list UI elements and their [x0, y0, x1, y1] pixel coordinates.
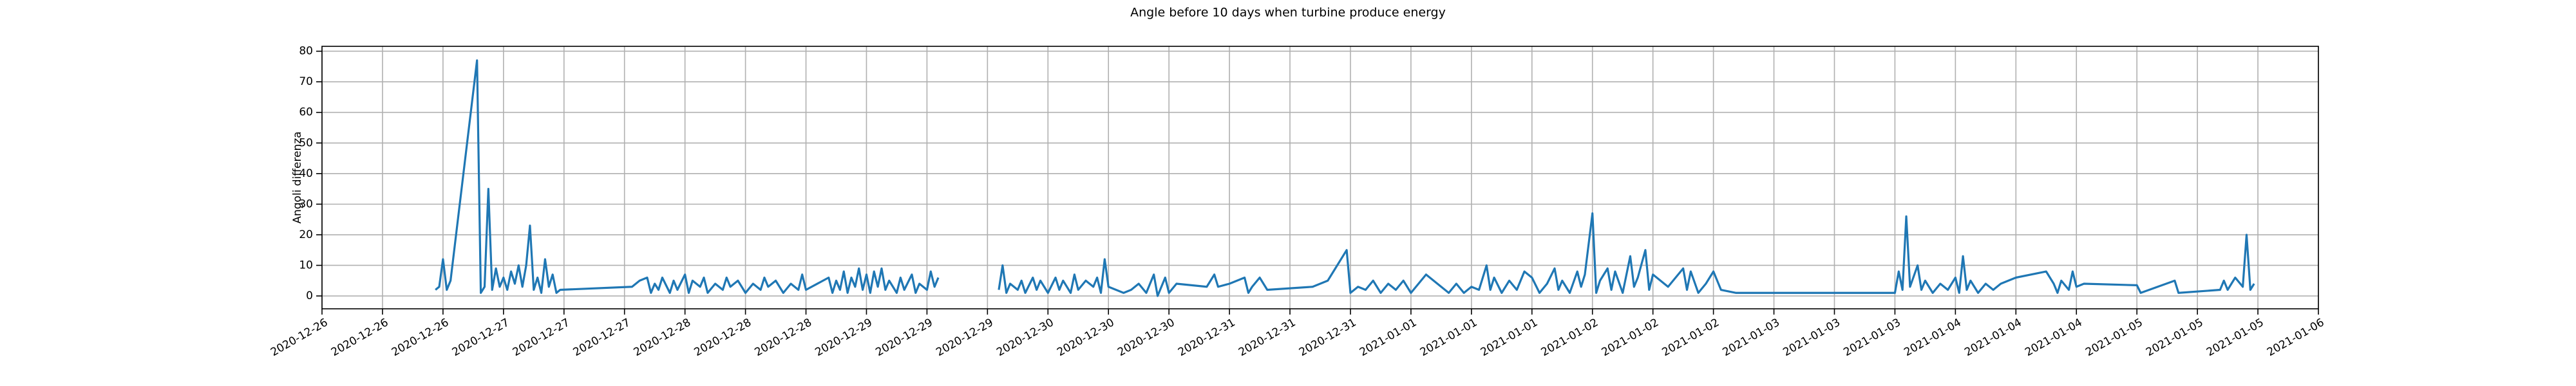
- y-tick-label: 40: [299, 167, 313, 180]
- data-line: [998, 212, 2255, 297]
- y-tick-label: 0: [306, 290, 313, 302]
- y-tick-label: 60: [299, 106, 313, 119]
- y-tick-label: 80: [299, 45, 313, 58]
- y-tick-label: 50: [299, 136, 313, 149]
- y-tick-label: 70: [299, 75, 313, 88]
- grid: [321, 46, 2319, 309]
- plot-frame: [321, 46, 2319, 309]
- data-line: [435, 59, 940, 294]
- y-axis-label: Angoli differenza: [291, 131, 304, 223]
- y-tick-label: 30: [299, 198, 313, 210]
- y-tick-label: 10: [299, 259, 313, 271]
- y-tick-label: 20: [299, 228, 313, 241]
- chart-title: Angle before 10 days when turbine produc…: [1130, 6, 1446, 20]
